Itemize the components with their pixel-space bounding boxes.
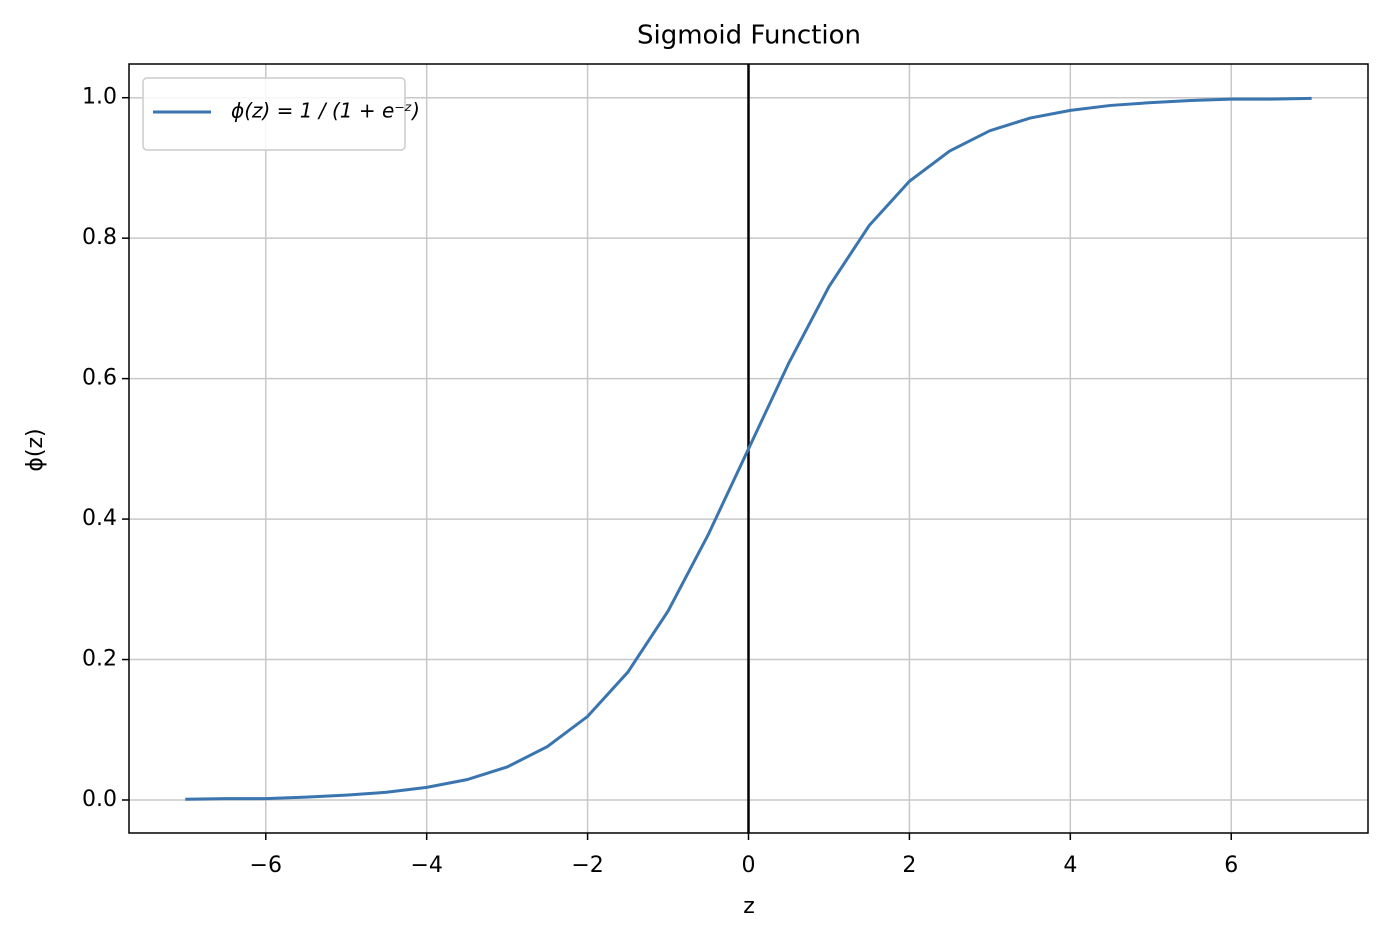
y-tick-label: 0.6 — [82, 366, 117, 391]
y-tick-label: 0.2 — [82, 647, 117, 672]
plot-frame — [128, 63, 1369, 834]
y-tick-label: 0.4 — [82, 506, 117, 531]
chart-title: Sigmoid Function — [637, 21, 861, 51]
y-tick-label: 1.0 — [82, 85, 117, 110]
x-tick-label: −2 — [571, 853, 603, 878]
x-tick-label: 0 — [742, 853, 756, 878]
legend-box — [142, 77, 406, 151]
line-series — [185, 96, 1312, 801]
y-tick-label: 0.0 — [82, 787, 117, 812]
x-axis-label: z — [743, 894, 755, 919]
x-tick-label: 2 — [902, 853, 916, 878]
x-tick-label: 6 — [1224, 853, 1238, 878]
y-tick-label: 0.8 — [82, 225, 117, 250]
legend-label: ϕ(z) = 1 / (1 + e⁻ᶻ) — [231, 99, 420, 123]
x-tick-label: −6 — [250, 853, 282, 878]
x-tick-label: −4 — [410, 853, 442, 878]
y-axis-label: ϕ(z) — [23, 428, 48, 471]
x-tick-label: 4 — [1063, 853, 1077, 878]
